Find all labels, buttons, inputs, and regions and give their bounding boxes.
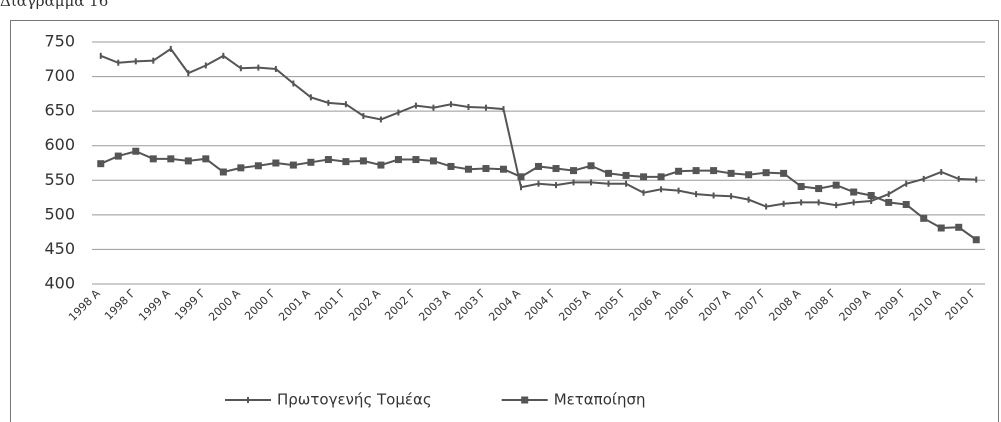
x-tick-label: 2007 Α — [696, 287, 733, 324]
x-tick-label: 2009 Α — [837, 287, 874, 324]
x-tick-label: 2010 Γ — [943, 286, 979, 322]
x-tick-label: 1999 Α — [136, 287, 173, 324]
y-tick-label: 700 — [44, 66, 75, 85]
point-marker — [447, 162, 455, 170]
y-tick-label: 500 — [44, 204, 75, 223]
legend-label: Μεταποίηση — [554, 391, 646, 409]
point-marker — [605, 169, 613, 177]
point-marker — [499, 165, 507, 173]
x-tick-label: 2007 Γ — [732, 286, 768, 322]
point-marker — [307, 158, 315, 166]
point-marker — [114, 152, 122, 160]
point-marker — [867, 191, 875, 199]
x-tick-label: 2009 Γ — [873, 286, 909, 322]
point-marker — [482, 165, 490, 173]
point-marker — [727, 169, 735, 177]
x-tick-label: 2004 Α — [486, 287, 523, 324]
point-marker — [832, 181, 840, 189]
point-marker — [464, 165, 472, 173]
x-tick-label: 2003 Γ — [452, 286, 488, 322]
x-tick-label: 2000 Γ — [242, 286, 278, 322]
point-marker — [272, 159, 280, 167]
point-marker — [132, 147, 140, 155]
y-tick-label: 600 — [44, 135, 75, 154]
point-marker — [289, 161, 297, 169]
point-marker — [955, 223, 963, 231]
point-marker — [359, 157, 367, 165]
point-marker — [254, 162, 262, 170]
point-marker — [972, 236, 980, 244]
point-marker — [237, 164, 245, 172]
x-tick-label: 2006 Α — [626, 287, 663, 324]
point-marker — [429, 157, 437, 165]
x-tick-label: 2010 Α — [907, 287, 944, 324]
point-marker — [675, 167, 683, 175]
x-tick-label: 2004 Γ — [522, 286, 558, 322]
x-tick-label: 2001 Γ — [312, 286, 348, 322]
x-tick-label: 1998 Γ — [102, 286, 138, 322]
point-marker — [797, 183, 805, 191]
point-marker — [570, 167, 578, 175]
point-marker — [517, 173, 525, 181]
chart-title: Διάγραμμα 16 — [0, 0, 108, 10]
x-tick-label: 2008 Α — [766, 287, 803, 324]
point-marker — [394, 156, 402, 164]
point-marker — [202, 155, 210, 163]
point-marker — [692, 167, 700, 175]
point-marker — [552, 165, 560, 173]
point-marker — [885, 198, 893, 206]
x-tick-label: 2005 Α — [556, 287, 593, 324]
point-marker — [587, 162, 595, 170]
point-marker — [167, 155, 175, 163]
point-marker — [640, 173, 648, 181]
x-tick-label: 2002 Γ — [382, 286, 418, 322]
point-marker — [219, 168, 227, 176]
legend-marker — [521, 396, 529, 404]
point-marker — [920, 214, 928, 222]
point-marker — [622, 171, 630, 179]
chart-frame — [10, 20, 999, 422]
point-marker — [850, 188, 858, 196]
legend-label: Πρωτογενής Τομέας — [277, 391, 432, 409]
x-tick-label: 2005 Γ — [592, 286, 628, 322]
point-marker — [377, 161, 385, 169]
y-tick-label: 750 — [44, 32, 75, 51]
y-tick-label: 650 — [44, 101, 75, 120]
y-tick-label: 450 — [44, 239, 75, 258]
x-tick-label: 2006 Γ — [662, 286, 698, 322]
x-tick-label: 2001 Α — [276, 287, 313, 324]
x-tick-label: 1999 Γ — [172, 286, 208, 322]
point-marker — [780, 169, 788, 177]
x-tick-label: 2002 Α — [346, 287, 383, 324]
x-tick-label: 2008 Γ — [802, 286, 838, 322]
point-marker — [149, 155, 157, 163]
point-marker — [710, 167, 718, 175]
point-marker — [815, 185, 823, 193]
point-marker — [342, 158, 350, 166]
y-tick-label: 400 — [44, 274, 75, 293]
point-marker — [937, 224, 945, 232]
point-marker — [745, 171, 753, 179]
point-marker — [535, 162, 542, 170]
point-marker — [412, 156, 420, 164]
point-marker — [902, 200, 910, 208]
y-tick-label: 550 — [44, 170, 75, 189]
x-tick-label: 2003 Α — [416, 287, 453, 324]
point-marker — [324, 156, 332, 164]
point-marker — [657, 173, 665, 181]
x-tick-label: 2000 Α — [206, 287, 243, 324]
point-marker — [97, 160, 105, 168]
point-marker — [762, 169, 770, 177]
point-marker — [184, 157, 192, 165]
